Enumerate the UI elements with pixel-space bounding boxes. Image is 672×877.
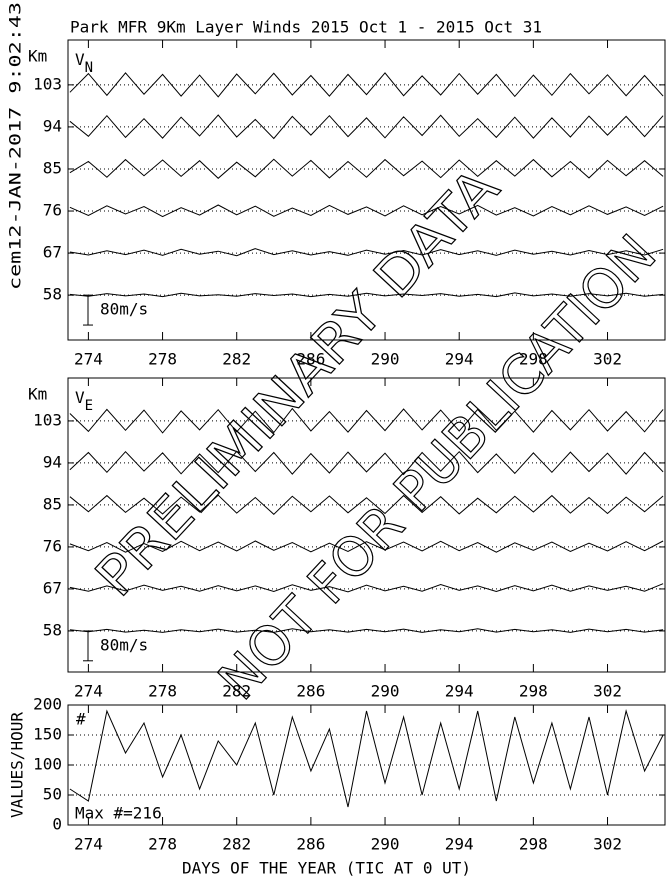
watermark-text: NOT FOR PUBLICATION xyxy=(206,223,668,712)
x-tick-label: 274 xyxy=(74,682,103,701)
y-tick-label: 103 xyxy=(33,74,62,93)
wind-trace xyxy=(69,494,664,515)
scale-bar-label: 80m/s xyxy=(100,635,148,654)
annotation: Max #=216 xyxy=(75,804,162,823)
panel-label: VN xyxy=(75,50,93,77)
y-tick-label: 100 xyxy=(33,755,62,774)
panel-label-sub: N xyxy=(85,60,93,76)
x-tick-label: 302 xyxy=(593,682,622,701)
y-tick-label: 67 xyxy=(43,578,62,597)
x-tick-label: 298 xyxy=(519,835,548,854)
y-tick-label: 200 xyxy=(33,695,62,714)
x-axis-label: DAYS OF THE YEAR (TIC AT 0 UT) xyxy=(182,859,471,877)
x-tick-label: 282 xyxy=(222,350,251,369)
y-tick-label: 85 xyxy=(43,494,62,513)
y-tick-label: 58 xyxy=(43,620,62,639)
wind-trace xyxy=(69,204,664,218)
wind-trace xyxy=(69,114,664,140)
wind-trace xyxy=(69,158,664,179)
x-tick-label: 290 xyxy=(371,835,400,854)
y-tick-label: 50 xyxy=(43,785,62,804)
y-unit: Km xyxy=(28,385,47,404)
y-tick-label: 76 xyxy=(43,201,62,220)
wind-trace xyxy=(69,248,664,257)
x-tick-label: 298 xyxy=(519,350,548,369)
x-tick-label: 286 xyxy=(296,835,325,854)
chart-title: Park MFR 9Km Layer Winds 2015 Oct 1 - 20… xyxy=(70,18,542,37)
x-tick-label: 290 xyxy=(371,350,400,369)
wind-trace xyxy=(69,540,664,553)
y-tick-label: 94 xyxy=(43,116,62,135)
wind-trace xyxy=(69,450,664,476)
y-tick-label: 76 xyxy=(43,536,62,555)
y-tick-label: 94 xyxy=(43,452,62,471)
y-tick-label: 150 xyxy=(33,725,62,744)
wind-trace xyxy=(69,628,664,633)
x-tick-label: 286 xyxy=(296,350,325,369)
scale-bar-label: 80m/s xyxy=(100,300,148,319)
wind-trace xyxy=(69,292,664,298)
x-tick-label: 286 xyxy=(296,682,325,701)
x-tick-label: 274 xyxy=(74,835,103,854)
x-tick-label: 294 xyxy=(445,682,474,701)
y-tick-label: 58 xyxy=(43,285,62,304)
x-tick-label: 278 xyxy=(148,350,177,369)
watermark: PRELIMINARY DATA NOT FOR PUBLICATION xyxy=(83,155,669,712)
x-tick-label: 294 xyxy=(445,350,474,369)
y-tick-label: 0 xyxy=(52,815,62,834)
plot-frame xyxy=(67,39,666,341)
x-tick-label: 278 xyxy=(148,835,177,854)
x-tick-label: 298 xyxy=(519,682,548,701)
x-tick-label: 282 xyxy=(222,682,251,701)
panel-label: VE xyxy=(75,388,93,415)
x-tick-label: 294 xyxy=(445,835,474,854)
y-unit: Km xyxy=(28,47,47,66)
wind-trace xyxy=(69,583,664,593)
watermark-text: PRELIMINARY DATA xyxy=(83,156,511,609)
x-tick-label: 282 xyxy=(222,835,251,854)
x-tick-label: 278 xyxy=(148,682,177,701)
panel-label-main: V xyxy=(75,388,85,407)
wind-trace xyxy=(69,72,664,98)
x-tick-label: 290 xyxy=(371,682,400,701)
y-tick-label: 103 xyxy=(33,410,62,429)
wind-trace xyxy=(69,407,664,434)
x-tick-label: 302 xyxy=(593,835,622,854)
x-tick-label: 274 xyxy=(74,350,103,369)
y-tick-label: 67 xyxy=(43,243,62,262)
annotation: # xyxy=(76,710,86,729)
panel-label-sub: E xyxy=(85,398,93,414)
x-tick-label: 302 xyxy=(593,350,622,369)
plot-frame xyxy=(67,377,666,673)
y-axis-label: VALUES/HOUR xyxy=(8,712,27,818)
y-tick-label: 85 xyxy=(43,158,62,177)
count-line xyxy=(69,709,664,808)
panel-label-main: V xyxy=(75,50,85,69)
timestamp: cem12-JAN-2017 9:02:43 xyxy=(6,2,25,290)
